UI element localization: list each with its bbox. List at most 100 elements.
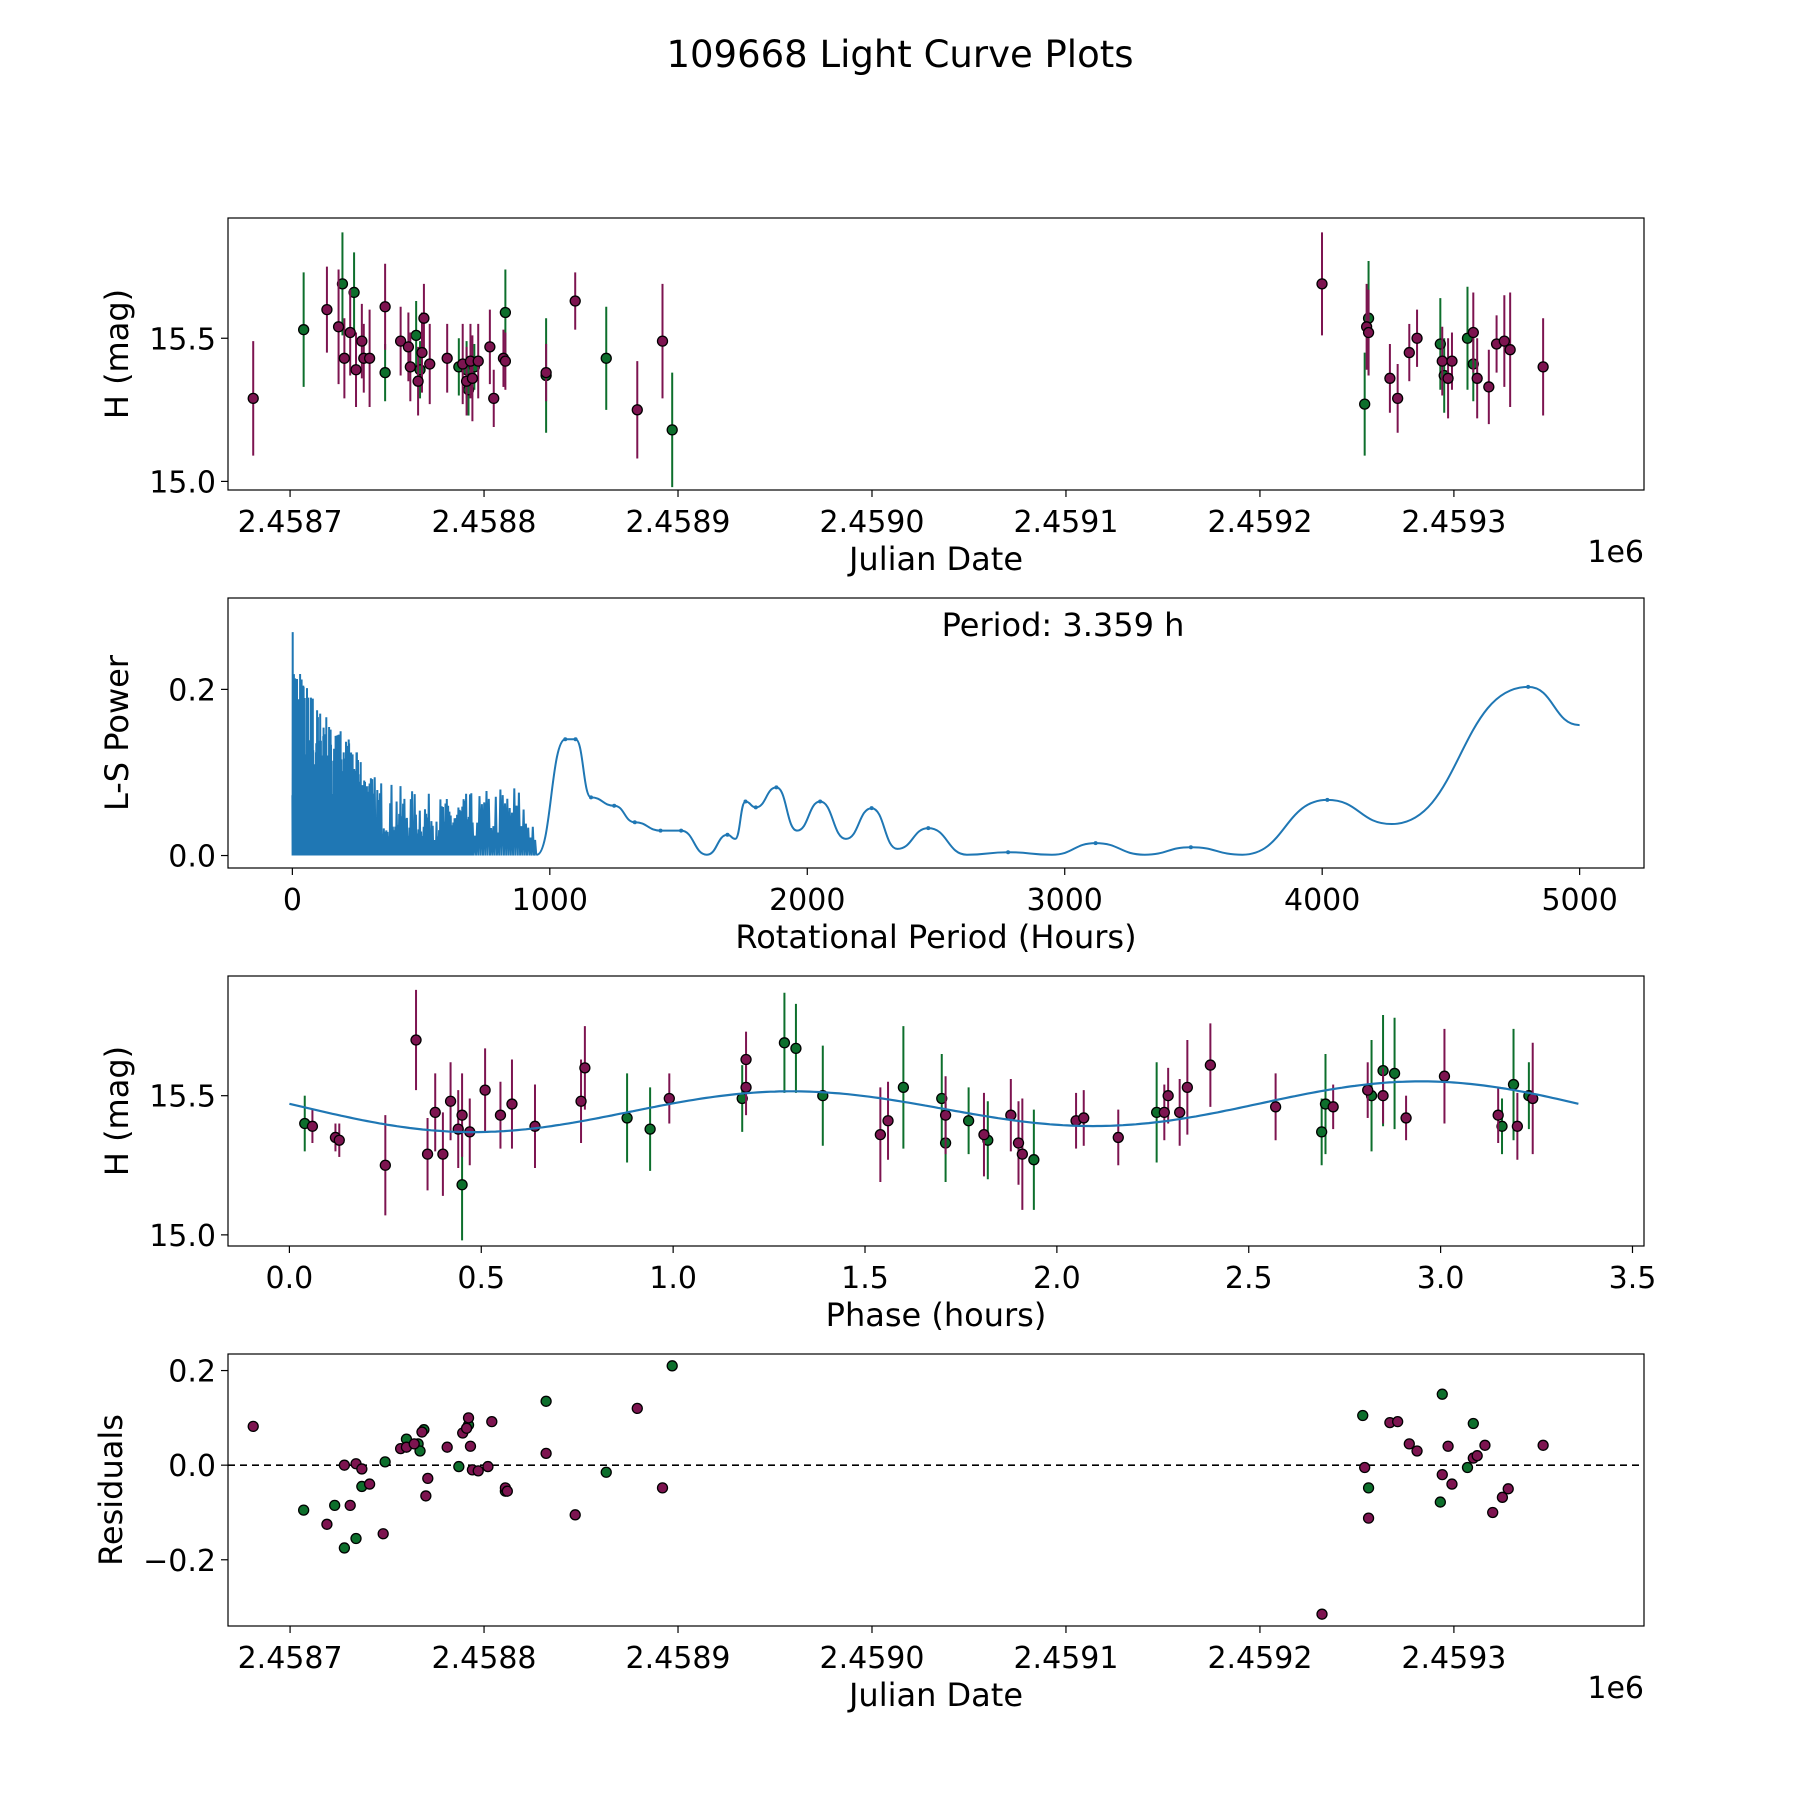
y-axis-label: L-S Power	[98, 654, 136, 811]
data-point	[414, 1445, 426, 1457]
periodogram-peak	[612, 803, 617, 808]
data-point	[247, 392, 259, 405]
x-tick-label: 0	[283, 883, 302, 918]
periodogram-peak	[869, 806, 874, 811]
data-point	[882, 1115, 894, 1127]
x-tick-label: 1.5	[841, 1261, 889, 1296]
data-point	[410, 329, 422, 342]
x-tick-label: 2.0	[1033, 1261, 1081, 1296]
data-point	[1436, 1468, 1448, 1481]
periodogram-peak	[753, 805, 758, 810]
phase-fold-panel: 0.0 0.5 1.0 1.5 2.0 2.5 3.0 3.5 15.0 15.5 Phase (h…	[98, 975, 1657, 1334]
data-point	[441, 1441, 453, 1453]
data-point	[501, 1485, 513, 1497]
data-point	[1327, 1101, 1339, 1113]
data-point	[1442, 1440, 1454, 1452]
data-point	[482, 1460, 494, 1473]
periodogram-peak	[679, 828, 684, 833]
data-point	[418, 312, 430, 324]
data-point	[363, 352, 376, 364]
x-axis-label: Julian Date	[847, 540, 1023, 578]
data-point	[456, 1109, 468, 1121]
data-point	[441, 352, 453, 364]
data-point	[488, 392, 500, 405]
data-point	[414, 364, 426, 376]
x-tick-label: 2.4588	[432, 505, 537, 540]
data-point	[540, 1447, 552, 1459]
data-point	[377, 1528, 389, 1540]
periodogram-panel: Period: 3.359 h 0 1000 2000 3000 4000 5000 0.0 0…	[98, 597, 1645, 956]
data-point	[778, 1037, 791, 1049]
data-point	[540, 1395, 552, 1407]
data-point	[1511, 1120, 1524, 1132]
data-point	[404, 361, 416, 373]
data-point	[1362, 1482, 1375, 1494]
data-point	[379, 366, 391, 379]
data-point	[1377, 1090, 1389, 1102]
data-point	[1496, 1120, 1508, 1132]
data-point	[1400, 1112, 1412, 1124]
data-point	[350, 364, 362, 376]
data-point	[456, 1179, 468, 1191]
data-point	[656, 335, 669, 347]
periodogram-peak	[818, 799, 823, 804]
x-tick-label: 2.4589	[626, 505, 731, 540]
data-point	[494, 1109, 507, 1121]
data-point	[348, 286, 360, 299]
data-point	[379, 1159, 391, 1171]
x-tick-label: 3.5	[1609, 1261, 1657, 1296]
data-point	[297, 1504, 310, 1516]
data-point	[1434, 338, 1446, 350]
data-point	[1434, 1496, 1446, 1508]
x-tick-label: 2.4587	[238, 1641, 343, 1676]
data-point	[466, 372, 479, 384]
x-axis-label: Phase (hours)	[826, 1296, 1047, 1334]
y-tick-label: 15.5	[149, 322, 216, 357]
data-point	[575, 1095, 587, 1107]
data-point	[420, 1490, 432, 1502]
data-point	[1502, 1483, 1514, 1495]
periodogram-peak	[926, 826, 931, 831]
data-point	[1438, 1070, 1451, 1082]
data-point	[329, 1499, 341, 1512]
y-tick-label: 0.2	[168, 1355, 216, 1390]
data-point	[344, 1499, 356, 1512]
periodogram-peak	[573, 737, 578, 742]
data-point	[874, 1129, 887, 1141]
plot-frame	[227, 597, 1645, 869]
data-point	[462, 1412, 475, 1424]
data-point	[499, 355, 512, 367]
series-red	[306, 989, 1539, 1216]
x-tick-label: 2.4592	[1207, 1641, 1312, 1676]
data-point	[363, 1478, 376, 1490]
series-red	[247, 1402, 1549, 1620]
data-point	[1357, 1409, 1369, 1422]
data-point	[1411, 332, 1423, 344]
data-point	[1461, 1461, 1474, 1474]
data-point	[1504, 344, 1516, 356]
data-point	[297, 324, 310, 336]
data-point	[356, 335, 368, 347]
data-point	[529, 1120, 541, 1132]
data-point	[621, 1112, 633, 1124]
data-point	[569, 1509, 581, 1521]
data-point	[897, 1081, 910, 1093]
data-point	[631, 1402, 643, 1415]
x-tick-label: 2.4587	[238, 505, 343, 540]
data-point	[939, 1109, 952, 1121]
periodogram-peak	[1006, 850, 1011, 855]
data-point	[1446, 355, 1458, 367]
data-point	[666, 1360, 678, 1372]
data-point	[978, 1129, 990, 1141]
data-point	[1442, 372, 1454, 384]
data-point	[1162, 1090, 1174, 1102]
data-point	[1359, 398, 1371, 410]
data-point	[1181, 1081, 1193, 1093]
x-tick-label: 2000	[769, 883, 845, 918]
data-point	[790, 1042, 802, 1055]
data-point	[484, 341, 496, 353]
y-axis-label: Residuals	[92, 1414, 130, 1566]
periodogram-peak	[658, 828, 663, 833]
x-tick-label: 2.4593	[1401, 505, 1506, 540]
data-point	[1507, 1078, 1520, 1091]
